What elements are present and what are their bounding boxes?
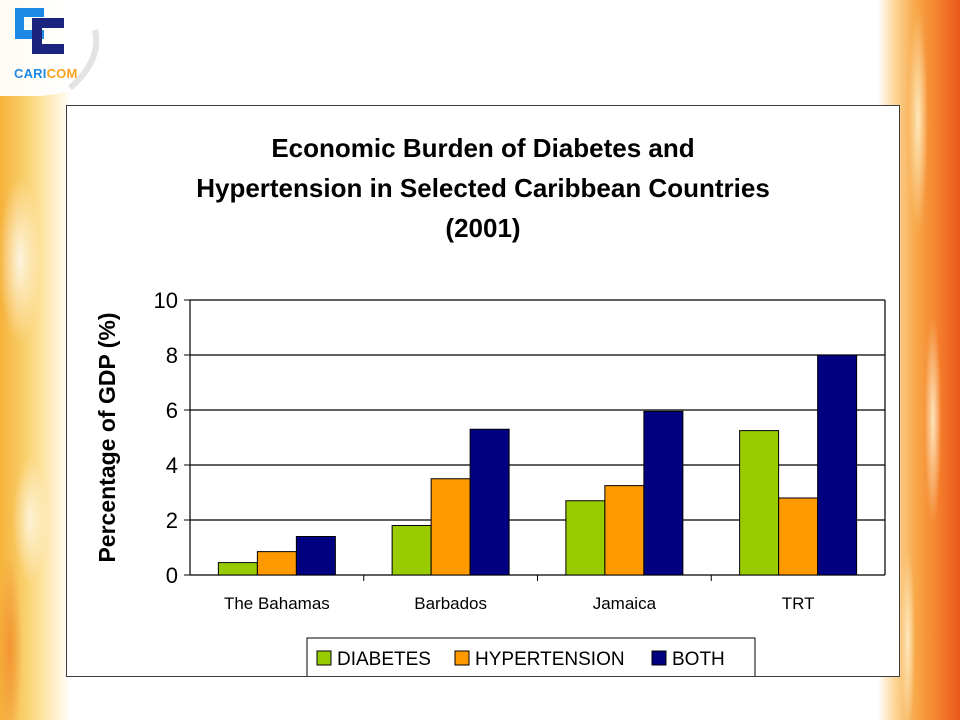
bar-hypertension: [604, 485, 645, 576]
legend-label-both: BOTH: [672, 649, 725, 670]
bar-diabetes: [217, 562, 258, 576]
bar-chart: 0 2 4 6 8 10 The Bahamas Barbados Jamaica TRT Perc…: [94, 288, 886, 676]
legend-label-hypertension: HYPERTENSION: [475, 649, 625, 670]
logo-text-com: COM: [46, 66, 78, 81]
x-tick-label: Jamaica: [593, 594, 657, 613]
chart-title-line-1: Economic Burden of Diabetes and: [271, 133, 695, 163]
chart-title-line-3: (2001): [445, 213, 521, 243]
y-axis-label: Percentage of GDP (%): [94, 312, 120, 562]
y-tick-label: 10: [154, 288, 178, 313]
bar-both: [817, 354, 858, 576]
x-tick-label: TRT: [782, 594, 815, 613]
chart-area: Economic Burden of Diabetes and Hyperten…: [66, 105, 900, 677]
bar-both: [469, 428, 510, 576]
bar-diabetes: [739, 430, 780, 576]
caricom-logo-graphic: [0, 0, 110, 96]
bar-hypertension: [778, 497, 819, 576]
y-tick-label: 4: [166, 453, 178, 478]
bar-both: [295, 536, 336, 576]
bar-diabetes: [391, 525, 432, 576]
y-tick-label: 6: [166, 398, 178, 423]
y-tick-label: 8: [166, 343, 178, 368]
chart-title-line-2: Hypertension in Selected Caribbean Count…: [196, 173, 770, 203]
chart-title: Economic Burden of Diabetes and Hyperten…: [67, 128, 899, 248]
bar-both: [643, 410, 684, 576]
y-tick-label: 2: [166, 508, 178, 533]
caricom-logo-text: CARICOM: [14, 66, 78, 81]
bar-hypertension: [256, 551, 297, 576]
legend-swatch-both: [651, 650, 667, 666]
legend-swatch-diabetes: [316, 650, 332, 666]
caricom-logo: CARICOM: [0, 0, 110, 96]
legend-box: [306, 637, 756, 676]
bar-hypertension: [430, 478, 471, 576]
left-flame-decoration: [0, 0, 70, 720]
legend-swatch-hypertension: [454, 650, 470, 666]
logo-text-cari: CARI: [14, 66, 47, 81]
x-tick-label: Barbados: [414, 594, 487, 613]
y-tick-label: 0: [166, 563, 178, 588]
legend-label-diabetes: DIABETES: [337, 649, 431, 670]
bar-diabetes: [565, 500, 606, 576]
x-tick-label: The Bahamas: [224, 594, 330, 613]
